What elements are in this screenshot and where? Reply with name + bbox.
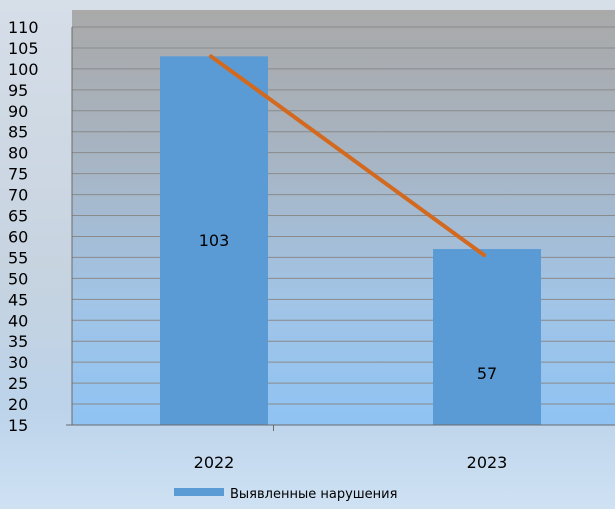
y-tick-label: 85 xyxy=(8,123,28,142)
y-tick-label: 45 xyxy=(8,290,28,309)
y-tick-label: 40 xyxy=(8,311,28,330)
legend: Выявленные нарушения xyxy=(174,487,397,502)
y-tick-label: 70 xyxy=(8,186,28,205)
data-label: 57 xyxy=(477,364,497,383)
data-label: 103 xyxy=(199,231,230,250)
y-tick-label: 100 xyxy=(8,60,39,79)
y-tick-label: 35 xyxy=(8,332,28,351)
y-tick-label: 25 xyxy=(8,374,28,393)
bar-2023 xyxy=(433,249,541,425)
y-tick-label: 55 xyxy=(8,248,28,267)
trend-line-segment xyxy=(209,54,486,258)
y-tick-label: 105 xyxy=(8,39,39,58)
x-category-labels: 2022 2023 xyxy=(194,453,508,472)
y-tick-label: 50 xyxy=(8,269,28,288)
y-tick-label: 20 xyxy=(8,395,28,414)
legend-swatch xyxy=(174,488,224,496)
legend-label: Выявленные нарушения xyxy=(230,487,397,502)
trend-line xyxy=(209,54,486,258)
y-tick-label: 110 xyxy=(8,18,39,37)
y-tick-label: 90 xyxy=(8,102,28,121)
y-tick-label: 80 xyxy=(8,144,28,163)
x-category-label: 2023 xyxy=(467,453,508,472)
axes xyxy=(66,27,615,431)
bars xyxy=(160,56,541,425)
y-tick-label: 30 xyxy=(8,353,28,372)
x-category-label: 2022 xyxy=(194,453,235,472)
data-labels: 103 57 xyxy=(199,231,497,383)
y-tick-label: 15 xyxy=(8,416,28,435)
y-tick-label: 65 xyxy=(8,207,28,226)
y-tick-label: 95 xyxy=(8,81,28,100)
y-tick-label: 75 xyxy=(8,165,28,184)
y-tick-label: 60 xyxy=(8,227,28,246)
bar-2022 xyxy=(160,56,268,425)
